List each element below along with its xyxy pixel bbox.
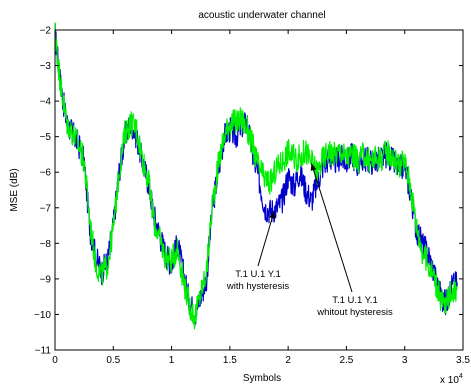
x-tick-label: 2 xyxy=(285,355,291,366)
y-tick-label: −2 xyxy=(40,26,52,37)
x-axis-label: Symbols xyxy=(243,373,281,384)
annotation-arrow xyxy=(257,211,275,267)
x-tick-label: 0.5 xyxy=(106,355,120,366)
x-tick-label: 3 xyxy=(402,355,408,366)
x-tick-label: 2.5 xyxy=(339,355,353,366)
x-tick-label: 1 xyxy=(169,355,175,366)
annotation-text: T.1 U.1 Y.1 xyxy=(332,295,378,306)
y-tick-label: −7 xyxy=(40,203,52,214)
annotation-arrowhead xyxy=(269,211,276,219)
y-tick-label: −10 xyxy=(34,310,51,321)
x-tick-label: 3.5 xyxy=(456,355,470,366)
y-tick-label: −9 xyxy=(40,274,52,285)
y-tick-label: −8 xyxy=(40,239,52,250)
y-tick-label: −6 xyxy=(40,168,52,179)
plot-frame xyxy=(54,29,464,351)
y-axis-label: MSE (dB) xyxy=(9,168,20,211)
plot-lines xyxy=(54,22,458,330)
x-multiplier: x 104 xyxy=(440,373,463,386)
y-tick-label: −3 xyxy=(40,61,52,72)
x-tick-label: 0 xyxy=(52,355,58,366)
y-tick-label: −5 xyxy=(40,132,52,143)
annotation-arrowhead xyxy=(310,163,317,171)
x-tick-label: 1.5 xyxy=(223,355,237,366)
annotation-text: whitout hysteresis xyxy=(316,307,393,318)
series-line-2 xyxy=(54,22,458,330)
x-multiplier-exponent: 4 xyxy=(459,373,463,380)
chart-title: acoustic underwater channel xyxy=(198,10,325,21)
annotation-text: T.1 U.1 Y.1 xyxy=(235,269,281,280)
x-multiplier-base: x 10 xyxy=(440,375,459,386)
y-tick-label: −4 xyxy=(40,97,52,108)
annotation-text: with hysteresis xyxy=(226,281,290,292)
x-axis: 0 0.5 1 1.5 2 2.5 3 3.5 xyxy=(52,30,470,366)
annotation-arrow xyxy=(310,163,353,293)
y-tick-label: −11 xyxy=(35,346,52,357)
y-axis: −11 −10 −9 −8 −7 −6 −5 −4 −3 −2 xyxy=(34,26,463,357)
